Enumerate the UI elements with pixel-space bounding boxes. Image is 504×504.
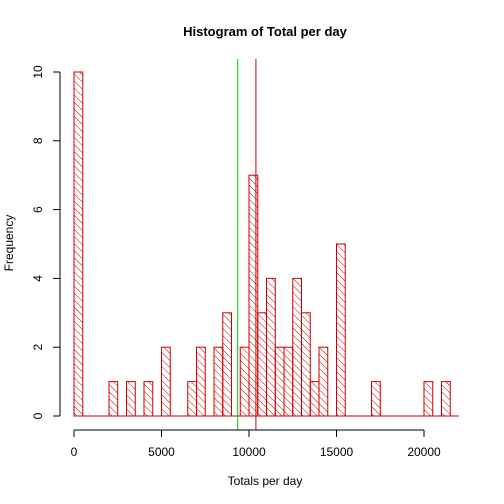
y-axis: 0 2 4 6 8 10 — [31, 65, 61, 419]
histogram-bar — [257, 312, 267, 417]
histogram-bar — [239, 346, 250, 417]
histogram-bar — [371, 381, 381, 417]
y-tick-label: 4 — [31, 275, 45, 282]
histogram-bar — [266, 277, 276, 417]
histogram-bar — [423, 381, 434, 417]
y-tick-label: 10 — [31, 65, 45, 79]
histogram-bar — [248, 174, 259, 417]
x-tick-label: 15000 — [320, 445, 354, 459]
histogram-bar — [274, 346, 285, 417]
histogram-bar — [73, 71, 84, 417]
y-tick-label: 8 — [31, 137, 45, 144]
x-tick-label: 20000 — [407, 445, 441, 459]
reference-lines — [237, 59, 257, 430]
histogram-bar — [222, 312, 232, 417]
histogram-bar — [213, 346, 224, 417]
histogram-bar — [309, 381, 320, 417]
histogram-bar — [283, 346, 294, 417]
histogram-bar — [108, 381, 119, 417]
histogram-bar — [126, 381, 136, 417]
x-tick-label: 10000 — [232, 445, 266, 459]
x-tick-label: 0 — [71, 445, 78, 459]
y-tick-label: 2 — [31, 344, 45, 351]
x-axis-label: Totals per day — [228, 474, 303, 488]
histogram-bar — [161, 346, 171, 417]
x-axis: 0 5000 10000 15000 20000 — [71, 429, 441, 459]
x-tick-label: 5000 — [148, 445, 175, 459]
histogram-bar — [143, 381, 154, 417]
histogram-bar — [196, 346, 206, 417]
histogram-bar — [301, 312, 311, 417]
histogram-bar — [441, 381, 451, 417]
y-tick-label: 6 — [31, 206, 45, 213]
histogram-bar — [336, 243, 346, 417]
y-tick-label: 0 — [31, 412, 45, 419]
histogram-bar — [292, 277, 302, 417]
histogram-bars — [73, 71, 459, 417]
chart-title: Histogram of Total per day — [183, 24, 347, 39]
histogram-bar — [187, 381, 197, 417]
y-axis-label: Frequency — [2, 215, 16, 272]
histogram-bar — [318, 346, 329, 417]
